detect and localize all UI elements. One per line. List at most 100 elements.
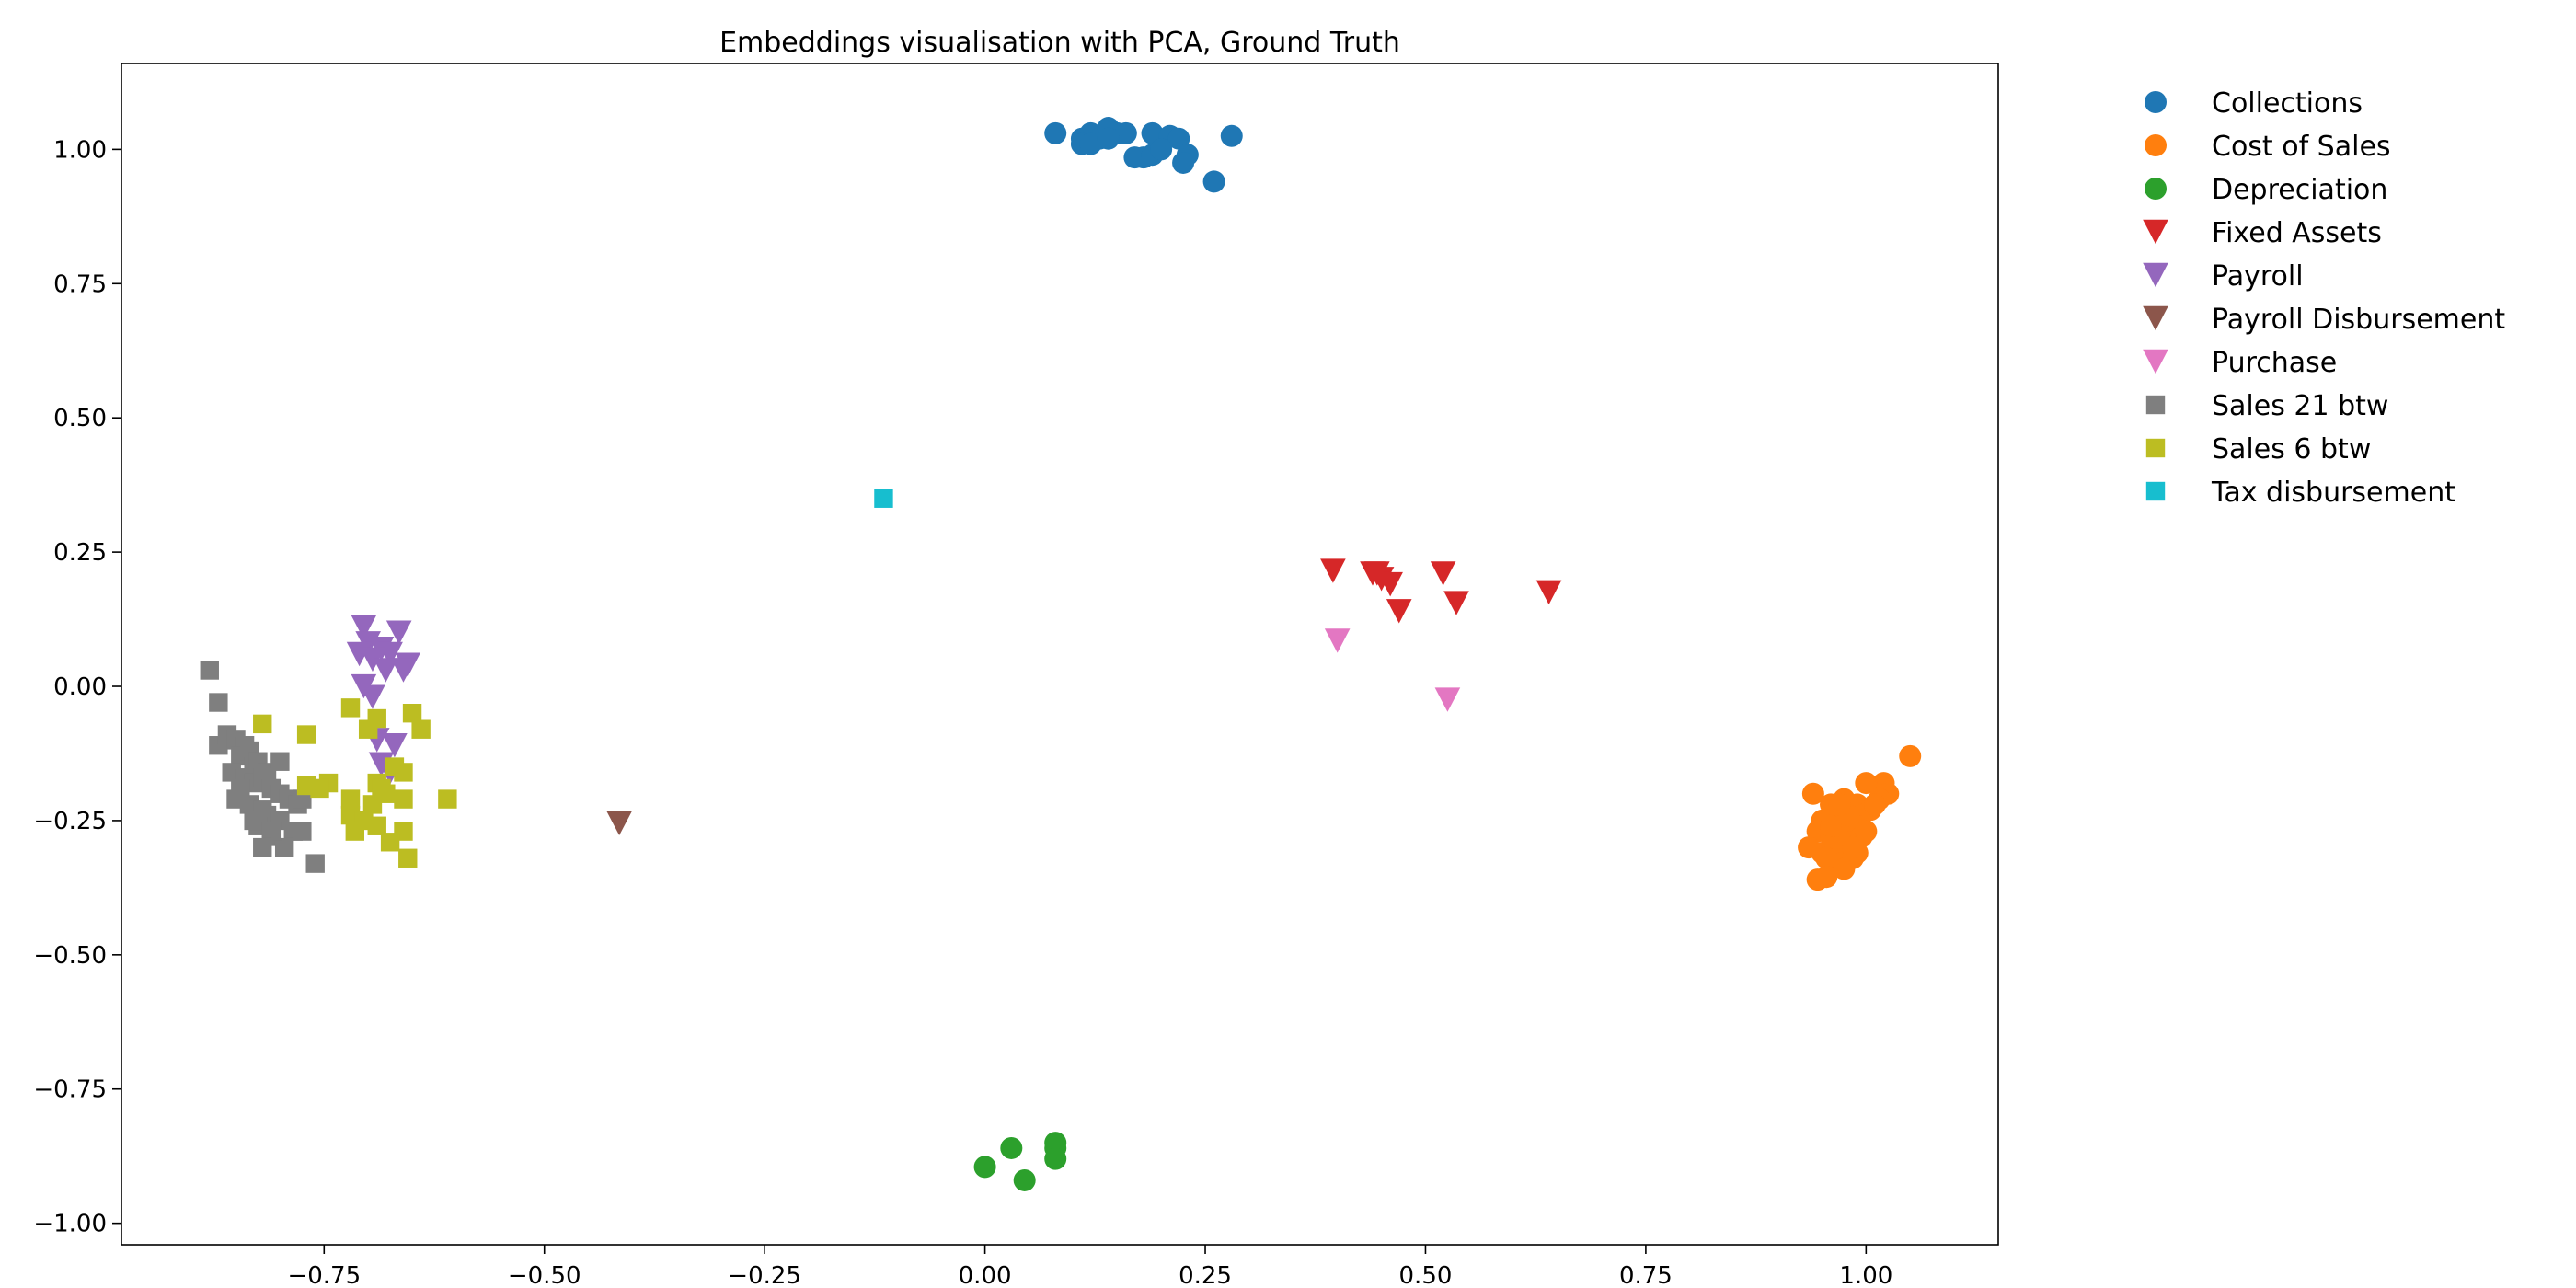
y-tick-label: 0.75 [53,270,107,298]
data-point [340,789,361,809]
data-point [1841,836,1864,859]
data-point [1150,138,1173,161]
legend-marker [2145,91,2167,113]
legend-item-sales-21-btw: Sales 21 btw [2145,390,2388,422]
legend-item-fixed-assets: Fixed Assets [2143,217,2382,249]
data-point [1044,121,1067,144]
data-point [209,693,228,712]
data-points [200,117,1922,1191]
data-point [1855,772,1878,795]
legend-label: Depreciation [2212,174,2387,206]
series-purchase [1324,628,1461,712]
data-point [296,725,316,744]
data-point [1220,124,1243,147]
data-point [1363,561,1390,586]
data-point [293,822,312,841]
data-point [385,620,412,645]
x-tick-label: −0.50 [508,1262,581,1288]
data-point [606,811,632,836]
data-point [373,658,399,683]
data-point [1324,628,1351,653]
data-point [296,776,316,796]
y-tick-label: −0.75 [33,1076,107,1104]
series-tax-disbursement [874,489,893,508]
series-cost-of-sales [1798,744,1922,891]
y-tick-label: −0.50 [33,942,107,970]
series-payroll-disbursement [606,811,632,836]
data-point [1828,793,1851,816]
x-tick-label: 1.00 [1839,1262,1892,1288]
legend-marker [2143,262,2168,288]
data-point [274,837,294,857]
x-tick-label: 0.75 [1619,1262,1673,1288]
legend-marker [2143,349,2168,374]
series-collections [1044,117,1243,193]
y-tick-label: 1.00 [53,136,107,164]
data-point [305,854,325,873]
legend-item-cost-of-sales: Cost of Sales [2145,131,2391,163]
data-point [1833,857,1856,880]
y-tick-label: 0.00 [53,673,107,701]
legend-marker [2145,134,2167,156]
data-point [1114,121,1137,144]
data-point [1377,571,1403,597]
legend: Collections Cost of Sales Depreciation Fixe… [2143,87,2505,509]
data-point [1434,687,1461,712]
data-point [360,647,385,673]
chart-title: Embeddings visualisation with PCA, Groun… [719,27,1400,59]
plot-area-frame [121,63,1999,1246]
legend-label: Fixed Assets [2212,217,2382,249]
data-point [351,615,377,640]
series-fixed-assets [1320,558,1562,624]
data-point [1815,866,1838,889]
data-point [1044,1147,1067,1170]
data-point [1863,793,1886,816]
legend-marker [2145,481,2166,501]
legend-item-purchase: Purchase [2143,347,2337,379]
data-point [360,684,385,709]
data-point [340,698,361,718]
data-point [1097,127,1120,150]
legend-marker [2143,219,2168,245]
data-point [253,714,272,734]
data-point [380,833,400,852]
data-point [1202,170,1225,193]
legend-item-collections: Collections [2145,87,2363,120]
data-point [200,661,219,680]
data-point [438,789,457,809]
data-point [1815,846,1838,869]
legend-item-payroll: Payroll [2143,260,2304,293]
legend-item-payroll-disbursement: Payroll Disbursement [2143,304,2505,336]
data-point [1167,127,1190,150]
x-tick-label: 0.00 [959,1262,1012,1288]
series-payroll [346,615,421,785]
data-point [244,811,263,831]
legend-marker [2145,395,2166,415]
x-tick-label: −0.75 [287,1262,361,1288]
data-point [1013,1168,1036,1191]
legend-marker [2143,305,2168,331]
data-point [973,1156,996,1179]
data-point [1000,1136,1023,1159]
legend-item-sales-6-btw: Sales 6 btw [2145,433,2371,466]
series-depreciation [973,1132,1067,1191]
data-point [367,708,386,729]
data-point [382,733,408,758]
data-point [398,848,418,868]
series-sales-21-btw [200,661,325,873]
legend-label: Payroll [2212,260,2304,293]
data-point [411,719,431,739]
data-point [874,489,893,508]
legend-label: Purchase [2212,347,2337,379]
data-point [345,822,365,841]
data-point [402,704,422,723]
data-point [1079,132,1102,155]
legend-item-tax-disbursement: Tax disbursement [2145,477,2455,509]
x-tick-label: −0.25 [728,1262,801,1288]
series-sales-6-btw [253,698,457,868]
legend-label: Payroll Disbursement [2212,304,2505,336]
y-axis: 1.00 0.75 0.50 0.25 0.00 −0.25 −0.50 −0.75 −1.00 [33,136,121,1238]
legend-label: Collections [2212,87,2363,120]
y-tick-label: 0.50 [53,405,107,432]
